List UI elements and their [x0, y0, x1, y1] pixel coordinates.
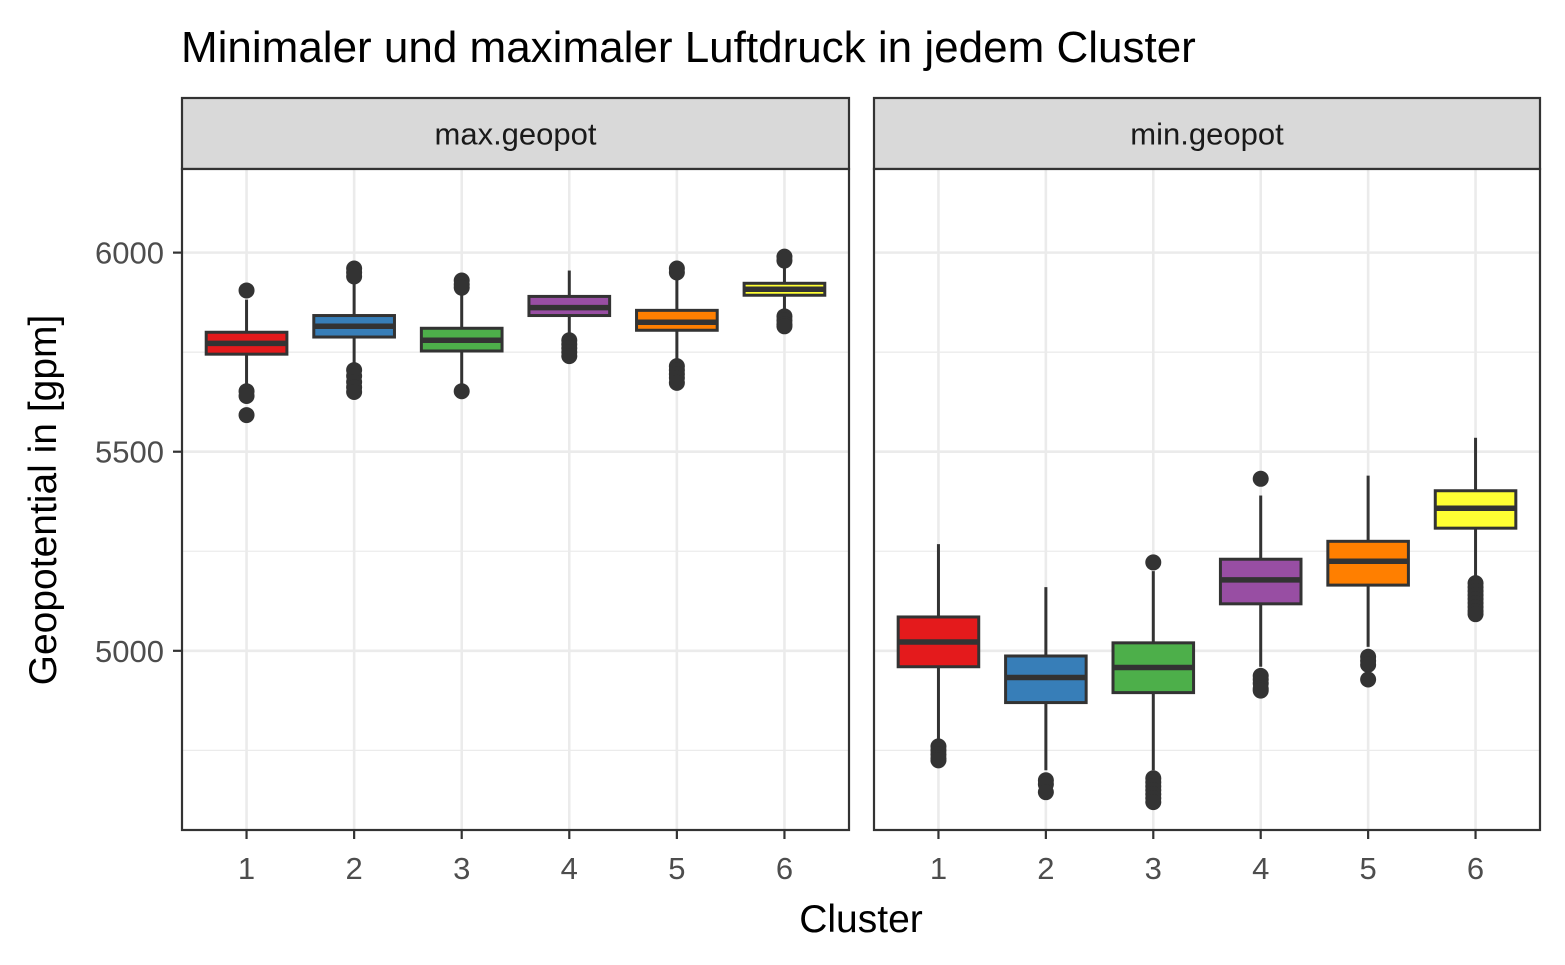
outlier-point: [776, 318, 793, 335]
panel-border: [180, 167, 851, 832]
facet-panel-max.geopot: max.geopot 1 2 3 4 5 6: [180, 96, 851, 886]
panel-border: [872, 167, 1542, 832]
x-tick-label: 5: [1360, 851, 1377, 886]
box-cluster-5: [1326, 475, 1410, 688]
outlier-point: [238, 407, 255, 424]
outlier-point: [346, 383, 363, 400]
outlier-point: [1467, 606, 1484, 623]
box-cluster-6: [742, 248, 827, 335]
y-tick-label: 5000: [95, 634, 164, 669]
facet-strip-label: min.geopot: [1130, 117, 1284, 152]
x-tick-label: 2: [1037, 851, 1054, 886]
outlier-point: [1145, 794, 1162, 811]
outlier-point: [1252, 682, 1269, 699]
y-tick-label: 5500: [95, 435, 164, 470]
box-cluster-1: [204, 282, 289, 424]
y-axis: 5000 5500 6000: [95, 236, 182, 669]
box-cluster-4: [527, 270, 612, 365]
x-tick-label: 3: [1145, 851, 1162, 886]
outlier-point: [561, 348, 578, 365]
x-tick-label: 4: [1252, 851, 1269, 886]
box-cluster-5: [635, 260, 719, 391]
outlier-point: [453, 279, 470, 296]
x-tick-label: 6: [776, 851, 793, 886]
x-axis-title: Cluster: [799, 898, 923, 941]
panel-background: [874, 169, 1540, 830]
x-tick-label: 2: [346, 851, 363, 886]
outlier-point: [346, 268, 363, 285]
outlier-point: [668, 264, 685, 281]
y-tick-label: 6000: [95, 236, 164, 271]
box-cluster-6: [1433, 437, 1518, 623]
outlier-point: [453, 383, 470, 400]
outlier-point: [1145, 554, 1162, 571]
x-tick-label: 3: [453, 851, 470, 886]
box-cluster-1: [896, 544, 981, 769]
outlier-point: [1037, 784, 1054, 801]
y-axis-title: Geopotential in [gpm]: [22, 315, 65, 686]
facet-panels: max.geopot 1 2 3 4 5 6 min.geopot 1 2 3 4 5 6: [180, 96, 1542, 886]
outlier-point: [238, 282, 255, 299]
outlier-point: [668, 374, 685, 391]
facet-strip-label: max.geopot: [435, 117, 597, 152]
box-cluster-2: [312, 260, 396, 400]
chart-title: Minimaler und maximaler Luftdruck in jed…: [181, 23, 1196, 72]
facet-panel-min.geopot: min.geopot 1 2 3 4 5 6: [872, 96, 1542, 886]
panel-background: [182, 169, 849, 830]
x-tick-label: 6: [1467, 851, 1484, 886]
box-cluster-3: [1111, 554, 1196, 811]
x-tick-label: 4: [561, 851, 578, 886]
outlier-point: [930, 752, 947, 769]
box-cluster-3: [419, 272, 504, 400]
box-cluster-2: [1004, 587, 1088, 801]
facet-strip: [180, 96, 851, 171]
outlier-point: [1360, 671, 1377, 688]
outlier-point: [238, 387, 255, 404]
x-tick-label: 1: [930, 851, 947, 886]
box-cluster-4: [1218, 470, 1303, 699]
x-tick-label: 5: [668, 851, 685, 886]
outlier-point: [776, 252, 793, 269]
outlier-point: [1360, 656, 1377, 673]
outlier-point: [1252, 470, 1269, 487]
x-tick-label: 1: [238, 851, 255, 886]
